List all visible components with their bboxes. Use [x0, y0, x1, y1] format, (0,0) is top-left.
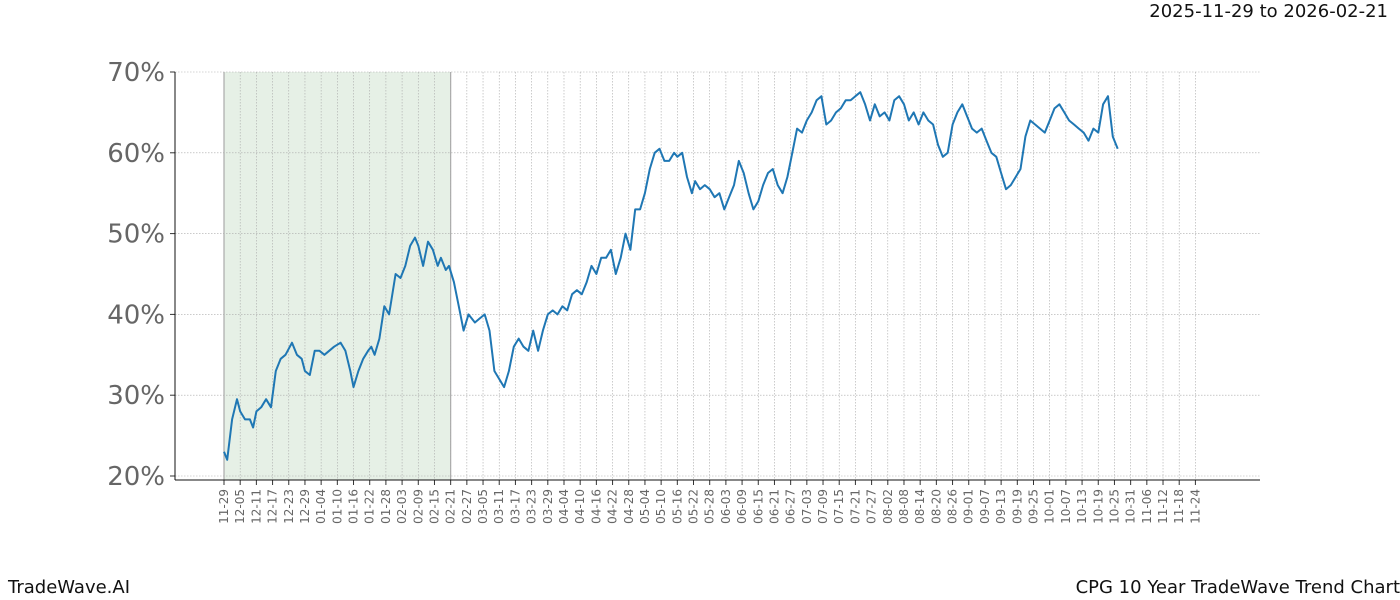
x-tick-label: 02-15	[427, 489, 441, 524]
x-tick-label: 01-16	[347, 489, 361, 524]
x-tick-label: 08-20	[929, 489, 943, 524]
series-line	[223, 91, 1119, 461]
x-tick-label: 09-01	[962, 489, 976, 524]
x-tick-label: 09-19	[1010, 489, 1024, 524]
x-tick-label: 01-22	[363, 489, 377, 524]
x-tick-label: 02-27	[460, 489, 474, 524]
chart-title: CPG 10 Year TradeWave Trend Chart	[1075, 577, 1400, 598]
x-tick-label: 07-09	[816, 489, 830, 524]
x-tick-label: 01-04	[314, 489, 328, 524]
x-tick-label: 04-16	[589, 489, 603, 524]
x-tick-label: 07-27	[865, 489, 879, 524]
x-tick-label: 06-03	[719, 489, 733, 524]
x-tick-label: 07-15	[832, 489, 846, 524]
x-tick-label: 11-12	[1156, 489, 1170, 524]
x-tick-label: 06-09	[735, 489, 749, 524]
y-tick-label: 60%	[107, 139, 165, 169]
horizontal-gridlines	[175, 71, 1260, 477]
series-layer	[223, 91, 1119, 461]
x-tick-label: 05-28	[703, 489, 717, 524]
x-tick-labels: 11-29 12-05 12-11 12-17 12-23 12-29 01-04 01-10…	[217, 489, 1202, 524]
x-tick-label: 11-29	[217, 489, 231, 524]
x-tick-label: 10-31	[1124, 489, 1138, 524]
x-tick-label: 12-11	[249, 489, 263, 524]
x-tick-label: 01-28	[379, 489, 393, 524]
x-tick-label: 02-09	[411, 489, 425, 524]
x-tick-label: 09-13	[994, 489, 1008, 524]
y-tick-label: 70%	[107, 58, 165, 88]
y-tick-label: 30%	[107, 381, 165, 411]
x-tick-label: 08-26	[946, 489, 960, 524]
x-tick-label: 05-22	[687, 489, 701, 524]
x-tick-label: 09-25	[1027, 489, 1041, 524]
x-tick-label: 03-23	[525, 489, 539, 524]
vertical-gridlines	[223, 72, 1196, 480]
x-tick-label: 04-28	[622, 489, 636, 524]
x-tick-label: 10-13	[1075, 489, 1089, 524]
x-tick-label: 08-08	[897, 489, 911, 524]
x-tick-label: 12-05	[233, 489, 247, 524]
x-tick-label: 12-29	[298, 489, 312, 524]
y-tick-label: 40%	[107, 300, 165, 330]
x-tick-label: 05-16	[670, 489, 684, 524]
x-tick-label: 06-15	[751, 489, 765, 524]
x-tick-label: 06-21	[767, 489, 781, 524]
x-tick-label: 03-29	[541, 489, 555, 524]
x-tick-label: 05-04	[638, 489, 652, 524]
x-tick-label: 10-07	[1059, 489, 1073, 524]
x-tick-label: 09-07	[978, 489, 992, 524]
x-tick-label: 10-19	[1091, 489, 1105, 524]
x-tick-label: 11-24	[1188, 489, 1202, 524]
date-range: 2025-11-29 to 2026-02-21	[1149, 1, 1388, 22]
x-tick-label: 12-23	[282, 489, 296, 524]
x-tick-label: 01-10	[330, 489, 344, 524]
y-tick-label: 20%	[107, 462, 165, 492]
x-tick-label: 07-03	[800, 489, 814, 524]
x-tick-label: 10-25	[1107, 489, 1121, 524]
y-tick-label: 50%	[107, 220, 165, 250]
x-tick-label: 06-27	[784, 489, 798, 524]
y-tick-labels: 20% 30% 40% 50% 60% 70%	[107, 58, 165, 492]
x-tick-label: 03-17	[508, 489, 522, 524]
x-tick-label: 07-21	[848, 489, 862, 524]
x-tick-label: 10-01	[1043, 489, 1057, 524]
x-tick-label: 04-10	[573, 489, 587, 524]
brand-label: TradeWave.AI	[8, 577, 131, 598]
x-tick-label: 12-17	[266, 489, 280, 524]
x-tick-label: 08-14	[913, 489, 927, 524]
x-tick-label: 04-04	[557, 489, 571, 524]
x-tick-label: 02-21	[444, 489, 458, 524]
x-tick-label: 02-03	[395, 489, 409, 524]
x-tick-label: 08-02	[881, 489, 895, 524]
x-tick-label: 03-11	[492, 489, 506, 524]
x-tick-label: 11-18	[1172, 489, 1186, 524]
x-tick-label: 04-22	[606, 489, 620, 524]
x-tick-label: 05-10	[654, 489, 668, 524]
x-tick-label: 11-06	[1140, 489, 1154, 524]
axes	[170, 71, 1260, 485]
x-tick-label: 03-05	[476, 489, 490, 524]
